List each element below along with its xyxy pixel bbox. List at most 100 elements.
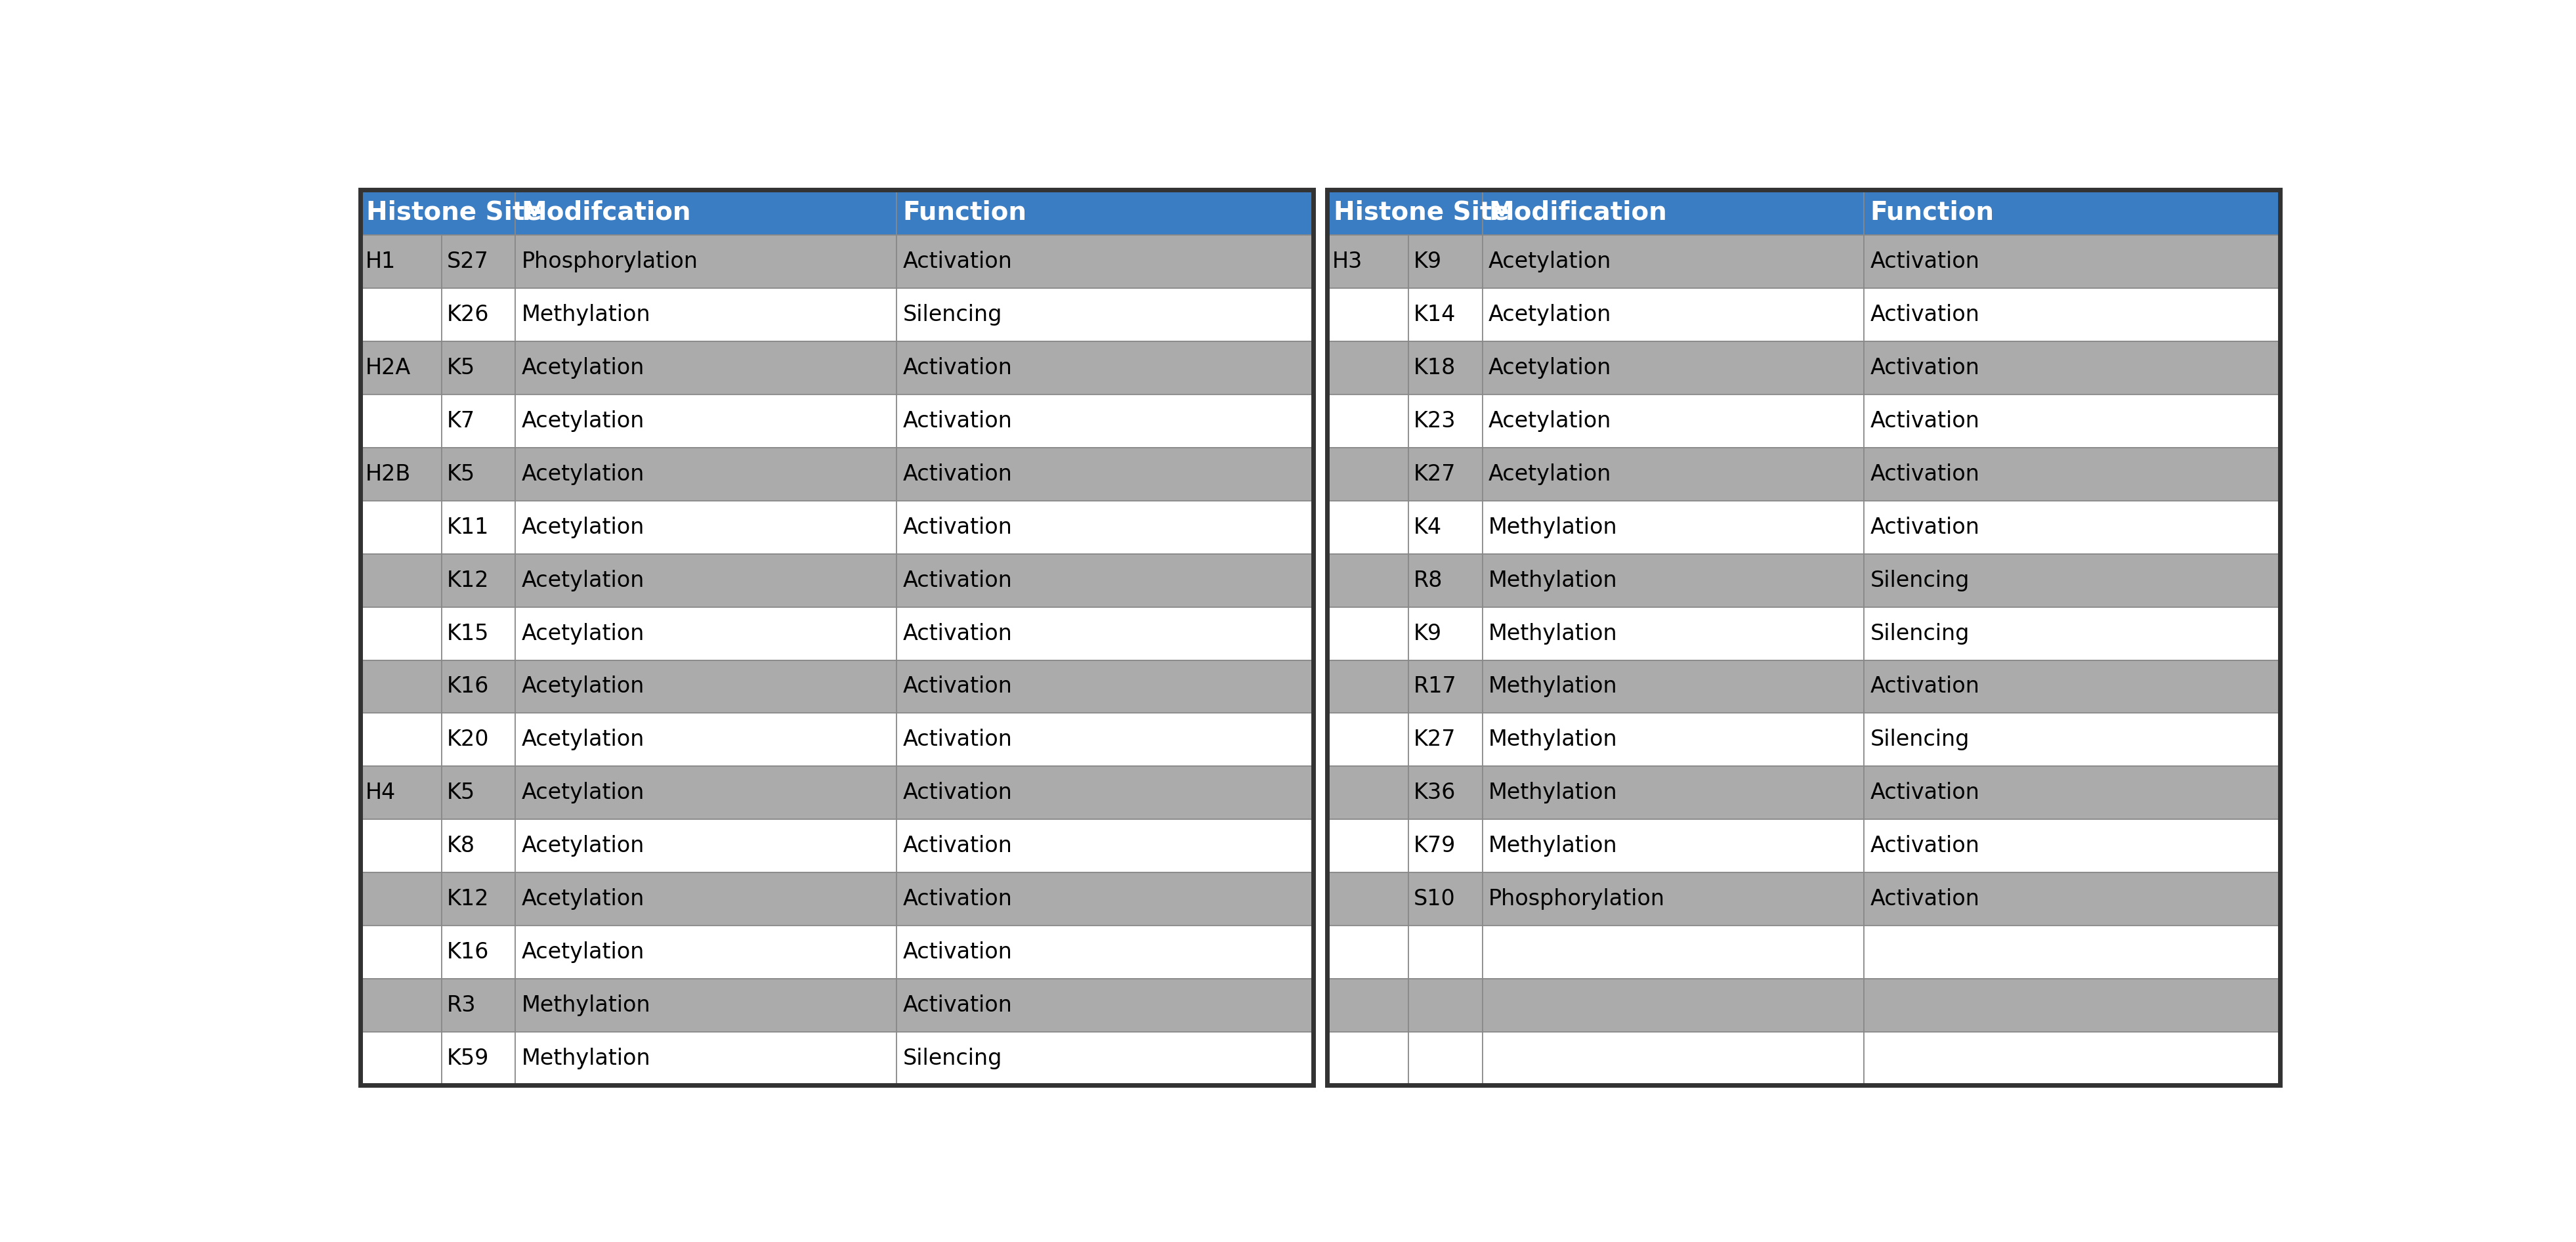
Text: H2A: H2A bbox=[366, 356, 410, 379]
Text: K9: K9 bbox=[1414, 251, 1443, 272]
Bar bbox=[361, 607, 440, 660]
Text: Activation: Activation bbox=[1870, 888, 1978, 910]
Text: Activation: Activation bbox=[902, 941, 1012, 963]
Text: Acetylation: Acetylation bbox=[520, 570, 644, 591]
Text: K20: K20 bbox=[446, 729, 489, 750]
Text: K27: K27 bbox=[1414, 463, 1455, 484]
Text: Acetylation: Acetylation bbox=[520, 729, 644, 750]
Text: H3: H3 bbox=[1332, 251, 1363, 272]
Text: Silencing: Silencing bbox=[902, 1048, 1002, 1069]
Bar bbox=[896, 979, 1314, 1032]
Bar bbox=[1481, 395, 1865, 447]
Bar bbox=[1409, 235, 1481, 288]
Text: Acetylation: Acetylation bbox=[520, 622, 644, 645]
Text: K5: K5 bbox=[446, 463, 474, 484]
Bar bbox=[361, 766, 440, 820]
Text: Histone Site: Histone Site bbox=[366, 200, 541, 225]
Bar bbox=[1481, 713, 1865, 766]
Text: Activation: Activation bbox=[902, 995, 1012, 1016]
Text: K8: K8 bbox=[446, 835, 474, 857]
Text: Acetylation: Acetylation bbox=[520, 676, 644, 698]
Text: Activation: Activation bbox=[902, 570, 1012, 591]
Text: Methylation: Methylation bbox=[1489, 676, 1618, 698]
Bar bbox=[361, 447, 440, 501]
Bar bbox=[1409, 607, 1481, 660]
Bar bbox=[896, 1032, 1314, 1086]
Bar bbox=[1865, 873, 2280, 925]
Bar bbox=[1481, 925, 1865, 979]
Bar bbox=[896, 501, 1314, 554]
Text: Methylation: Methylation bbox=[1489, 622, 1618, 645]
Bar bbox=[1409, 925, 1481, 979]
Bar bbox=[896, 873, 1314, 925]
Text: K15: K15 bbox=[446, 622, 489, 645]
Bar bbox=[440, 660, 515, 713]
Bar bbox=[440, 554, 515, 607]
Text: Histone Site: Histone Site bbox=[1334, 200, 1510, 225]
Bar bbox=[361, 288, 440, 342]
Bar bbox=[1409, 554, 1481, 607]
Text: Acetylation: Acetylation bbox=[1489, 356, 1613, 379]
Bar bbox=[1865, 660, 2280, 713]
Bar bbox=[1865, 288, 2280, 342]
Bar bbox=[896, 190, 1314, 235]
Bar bbox=[440, 1032, 515, 1086]
Bar bbox=[515, 395, 896, 447]
Text: Function: Function bbox=[902, 200, 1028, 225]
Bar bbox=[515, 554, 896, 607]
Bar bbox=[896, 925, 1314, 979]
Text: Silencing: Silencing bbox=[1870, 729, 1971, 750]
Bar bbox=[440, 395, 515, 447]
Text: K59: K59 bbox=[446, 1048, 489, 1069]
Bar bbox=[1327, 607, 1409, 660]
Bar bbox=[1481, 235, 1865, 288]
Bar bbox=[896, 288, 1314, 342]
Text: Silencing: Silencing bbox=[1870, 570, 1971, 591]
Bar bbox=[440, 873, 515, 925]
Bar bbox=[515, 288, 896, 342]
Bar bbox=[361, 190, 515, 235]
Bar bbox=[1481, 1032, 1865, 1086]
Bar bbox=[1481, 660, 1865, 713]
Text: Methylation: Methylation bbox=[520, 995, 649, 1016]
Bar bbox=[515, 607, 896, 660]
Bar bbox=[361, 660, 440, 713]
Bar bbox=[361, 1032, 440, 1086]
Text: K16: K16 bbox=[446, 676, 489, 698]
Text: Activation: Activation bbox=[902, 888, 1012, 910]
Text: S10: S10 bbox=[1414, 888, 1455, 910]
Bar bbox=[440, 235, 515, 288]
Text: Acetylation: Acetylation bbox=[1489, 251, 1613, 272]
Bar bbox=[440, 607, 515, 660]
Text: Activation: Activation bbox=[1870, 251, 1978, 272]
Text: Methylation: Methylation bbox=[1489, 517, 1618, 538]
Bar bbox=[1481, 190, 1865, 235]
Text: Methylation: Methylation bbox=[1489, 570, 1618, 591]
Bar bbox=[1409, 1032, 1481, 1086]
Bar bbox=[1865, 820, 2280, 873]
Text: Acetylation: Acetylation bbox=[1489, 463, 1613, 484]
Bar bbox=[515, 925, 896, 979]
Bar bbox=[1327, 979, 1409, 1032]
Bar bbox=[1409, 288, 1481, 342]
Text: K79: K79 bbox=[1414, 835, 1455, 857]
Text: Acetylation: Acetylation bbox=[1489, 304, 1613, 325]
Text: S27: S27 bbox=[446, 251, 489, 272]
Text: Phosphorylation: Phosphorylation bbox=[1489, 888, 1664, 910]
Bar bbox=[896, 235, 1314, 288]
Text: K12: K12 bbox=[446, 888, 489, 910]
Text: Activation: Activation bbox=[902, 517, 1012, 538]
Text: R8: R8 bbox=[1414, 570, 1443, 591]
Text: Activation: Activation bbox=[902, 729, 1012, 750]
Text: Activation: Activation bbox=[902, 676, 1012, 698]
Bar bbox=[515, 342, 896, 395]
Bar bbox=[1327, 660, 1409, 713]
Text: K18: K18 bbox=[1414, 356, 1455, 379]
Text: K23: K23 bbox=[1414, 410, 1455, 432]
Text: K5: K5 bbox=[446, 356, 474, 379]
Bar bbox=[361, 395, 440, 447]
Bar bbox=[1409, 766, 1481, 820]
Bar bbox=[1409, 660, 1481, 713]
Bar bbox=[361, 342, 440, 395]
Bar bbox=[515, 190, 896, 235]
